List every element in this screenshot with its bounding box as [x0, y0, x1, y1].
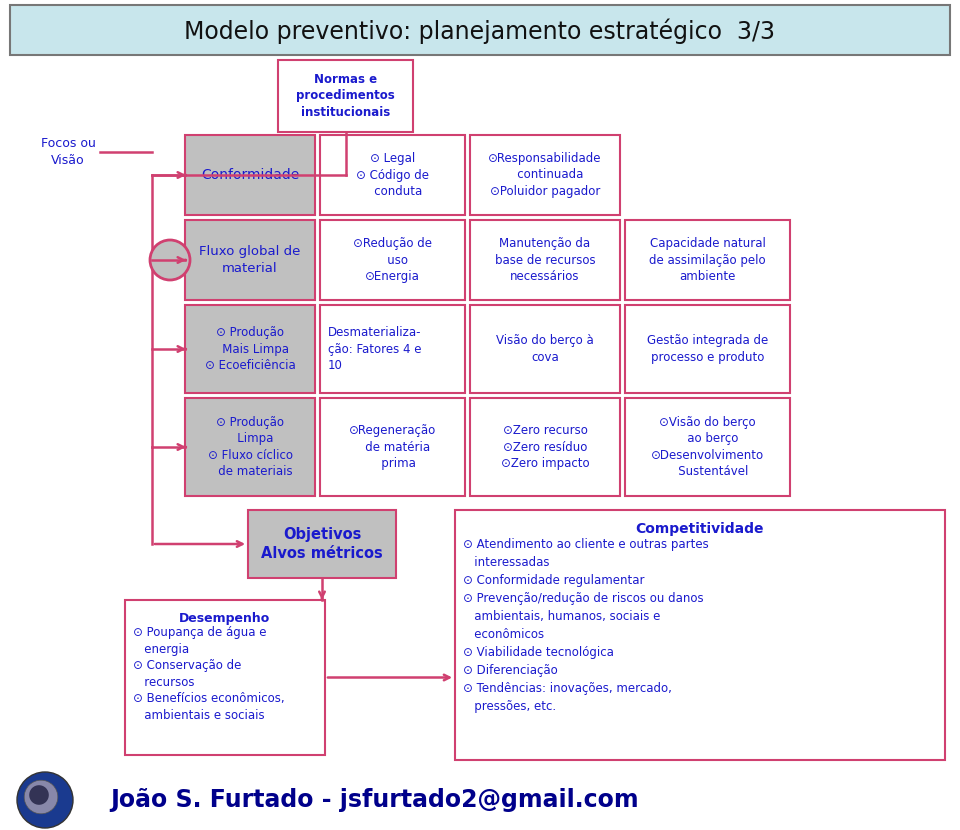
- Bar: [278, 60, 413, 132]
- Circle shape: [24, 780, 58, 813]
- Bar: [185, 398, 315, 496]
- Text: ⊙ Produção
   Mais Limpa
⊙ Ecoeficiência: ⊙ Produção Mais Limpa ⊙ Ecoeficiência: [204, 326, 296, 372]
- Text: Visão do berço à
cova: Visão do berço à cova: [496, 334, 594, 364]
- Text: João S. Furtado - jsfurtado2@gmail.com: João S. Furtado - jsfurtado2@gmail.com: [110, 788, 638, 812]
- Bar: [625, 398, 790, 496]
- Bar: [625, 305, 790, 393]
- Bar: [185, 220, 315, 300]
- Bar: [470, 305, 620, 393]
- Bar: [320, 220, 465, 300]
- Bar: [625, 220, 790, 300]
- Text: Desmaterializa-
ção: Fatores 4 e
10: Desmaterializa- ção: Fatores 4 e 10: [328, 326, 421, 372]
- Text: Normas e
procedimentos
institucionais: Normas e procedimentos institucionais: [296, 73, 395, 119]
- Bar: [470, 220, 620, 300]
- Circle shape: [17, 772, 73, 828]
- Text: Desempenho: Desempenho: [180, 612, 271, 625]
- Text: ⊙Responsabilidade
   continuada
⊙Poluidor pagador: ⊙Responsabilidade continuada ⊙Poluidor p…: [489, 152, 602, 198]
- Bar: [320, 135, 465, 215]
- Circle shape: [150, 240, 190, 280]
- Bar: [455, 510, 945, 760]
- Text: Modelo preventivo: planejamento estratégico  3/3: Modelo preventivo: planejamento estratég…: [184, 18, 776, 44]
- Bar: [10, 5, 950, 55]
- Text: ⊙Visão do berço
   ao berço
⊙Desenvolvimento
   Sustentável: ⊙Visão do berço ao berço ⊙Desenvolviment…: [651, 416, 764, 478]
- Text: ⊙Regeneração
   de matéria
   prima: ⊙Regeneração de matéria prima: [348, 424, 436, 470]
- Text: ⊙Zero recurso
⊙Zero resíduo
⊙Zero impacto: ⊙Zero recurso ⊙Zero resíduo ⊙Zero impact…: [501, 424, 589, 470]
- Text: Conformidade: Conformidade: [201, 168, 300, 182]
- Bar: [320, 398, 465, 496]
- Text: ⊙ Produção
   Limpa
⊙ Fluxo cíclico
   de materiais: ⊙ Produção Limpa ⊙ Fluxo cíclico de mate…: [207, 416, 293, 478]
- Text: Capacidade natural
de assimilação pelo
ambiente: Capacidade natural de assimilação pelo a…: [649, 237, 766, 283]
- Text: ⊙ Atendimento ao cliente e outras partes
   interessadas
⊙ Conformidade regulame: ⊙ Atendimento ao cliente e outras partes…: [463, 538, 708, 713]
- Circle shape: [29, 785, 49, 805]
- Bar: [470, 398, 620, 496]
- Text: Gestão integrada de
processo e produto: Gestão integrada de processo e produto: [647, 334, 768, 364]
- Bar: [470, 135, 620, 215]
- Bar: [125, 600, 325, 755]
- Bar: [320, 305, 465, 393]
- Text: ⊙ Legal
⊙ Código de
   conduta: ⊙ Legal ⊙ Código de conduta: [356, 152, 429, 198]
- Text: Focos ou
Visão: Focos ou Visão: [40, 137, 95, 167]
- Text: ⊙Redução de
   uso
⊙Energia: ⊙Redução de uso ⊙Energia: [353, 237, 432, 283]
- Text: Manutenção da
base de recursos
necessários: Manutenção da base de recursos necessári…: [494, 237, 595, 283]
- Text: Competitividade: Competitividade: [636, 522, 764, 536]
- Bar: [185, 135, 315, 215]
- Bar: [248, 510, 396, 578]
- Text: ⊙ Poupança de água e
   energia
⊙ Conservação de
   recursos
⊙ Benefícios econôm: ⊙ Poupança de água e energia ⊙ Conservaç…: [133, 626, 284, 721]
- Text: Fluxo global de
material: Fluxo global de material: [200, 245, 300, 275]
- Bar: [185, 305, 315, 393]
- Text: Objetivos
Alvos métricos: Objetivos Alvos métricos: [261, 527, 383, 561]
